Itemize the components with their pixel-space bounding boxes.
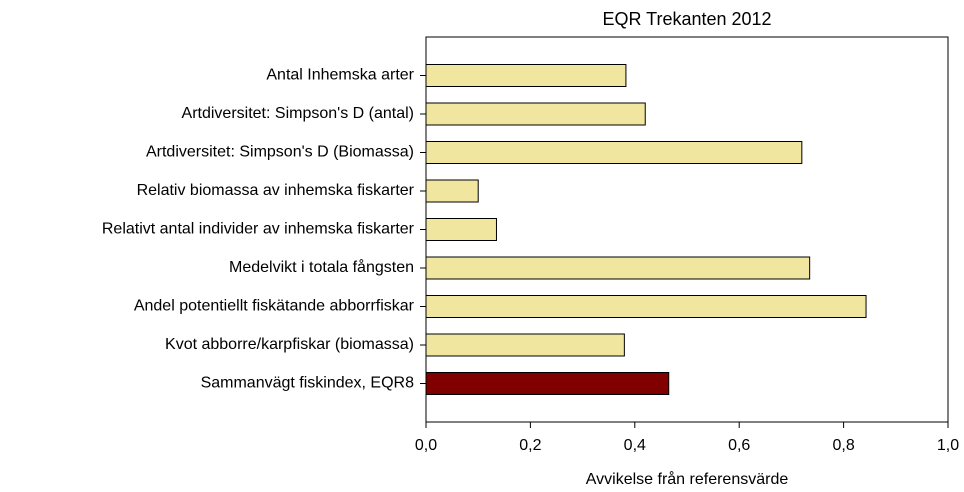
y-tick-label: Artdiversitet: Simpson's D (Biomassa) <box>146 144 414 161</box>
x-tick-label: 0,6 <box>728 437 750 454</box>
plot-frame <box>425 36 949 423</box>
chart-title: EQR Trekanten 2012 <box>602 9 771 29</box>
y-tick-label: Sammanvägt fiskindex, EQR8 <box>201 375 415 392</box>
y-tick-label: Artdiversitet: Simpson's D (antal) <box>182 105 414 122</box>
bar <box>425 64 627 87</box>
bar <box>425 179 479 203</box>
bar <box>425 372 670 395</box>
y-tick-label: Relativ biomassa av inhemska fiskarter <box>137 182 415 199</box>
y-tick-label: Andel potentiellt fiskätande abborrfiska… <box>134 298 415 315</box>
x-tick-label: 0,4 <box>624 437 646 454</box>
y-tick-label: Kvot abborre/karpfiskar (biomassa) <box>165 336 414 353</box>
x-tick-label: 1,0 <box>937 437 959 454</box>
y-tick-label: Antal Inhemska arter <box>266 67 414 84</box>
y-tick-label: Relativt antal individer av inhemska fis… <box>102 221 415 238</box>
x-tick-label: 0,0 <box>415 437 437 454</box>
bar <box>425 141 803 164</box>
x-tick-label: 0,2 <box>519 437 541 454</box>
x-axis-label: Avvikelse från referensvärde <box>586 470 789 488</box>
bar <box>425 218 497 241</box>
x-tick-label: 0,8 <box>832 437 854 454</box>
y-tick-label: Medelvikt i totala fångsten <box>229 258 414 276</box>
bar <box>425 295 867 318</box>
bar <box>425 102 646 126</box>
bar <box>425 333 625 357</box>
bar <box>425 256 811 280</box>
